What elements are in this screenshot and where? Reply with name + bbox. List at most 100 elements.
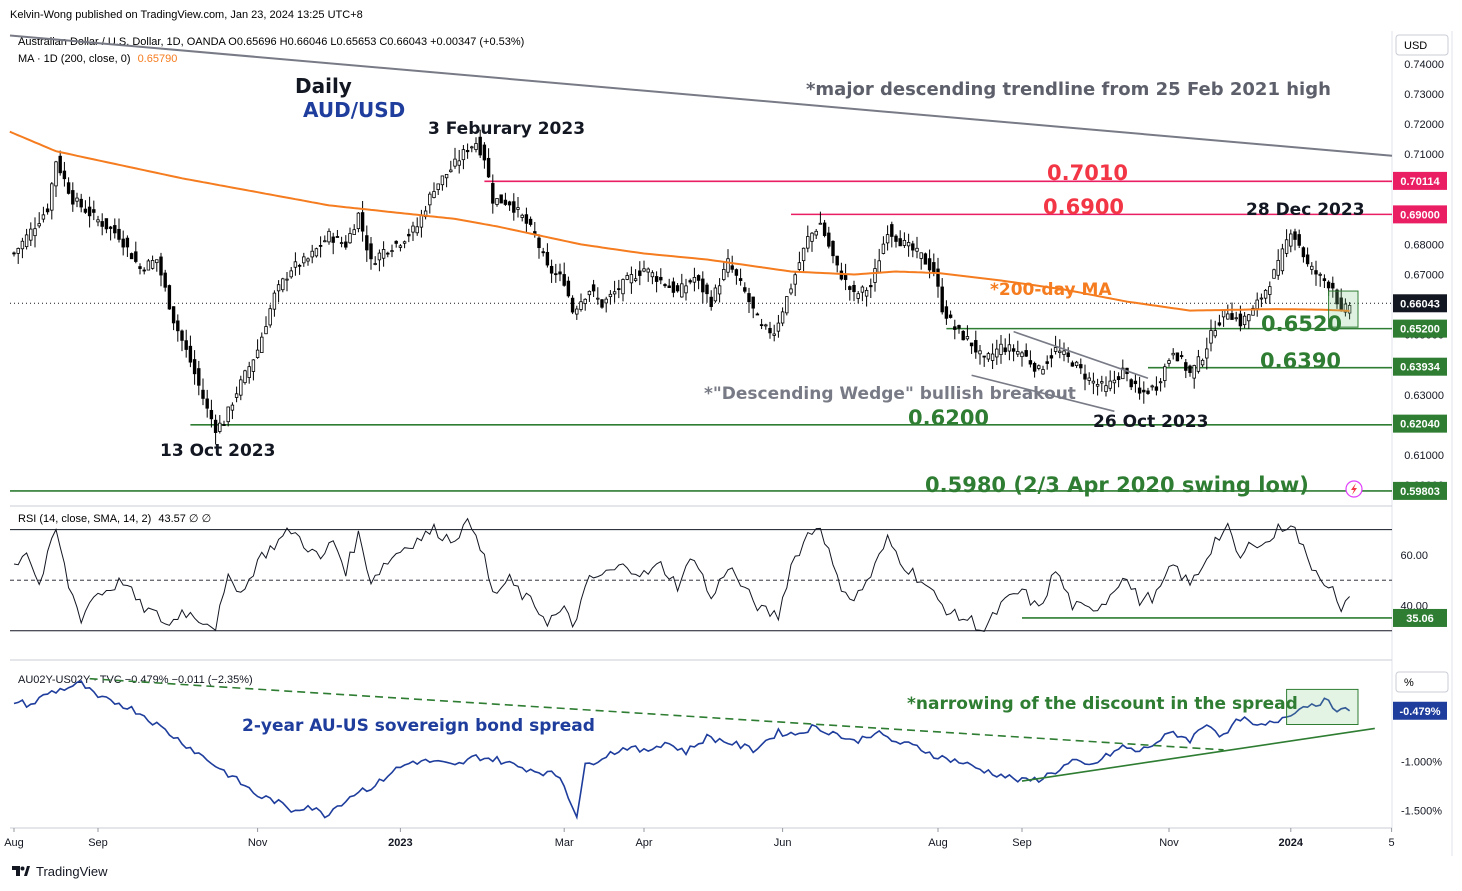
candle-body <box>1289 233 1293 247</box>
major-trendline <box>9 34 1393 157</box>
candle-body <box>915 247 919 252</box>
candle-body <box>1175 352 1180 362</box>
candle-body <box>440 175 445 186</box>
candle-body <box>885 234 890 244</box>
candle-body <box>373 263 377 265</box>
price-tick-label: 0.61000 <box>1404 450 1444 462</box>
candle-body <box>923 253 928 265</box>
candle-body <box>348 233 352 244</box>
candle-body <box>1305 254 1310 265</box>
candle-body <box>810 232 814 242</box>
alert-lightning-icon[interactable] <box>1345 480 1363 498</box>
candle-body <box>554 273 558 276</box>
candle-body <box>419 215 424 228</box>
time-tick-label: Nov <box>248 837 268 849</box>
candle-body <box>1053 347 1058 352</box>
candle-body <box>696 275 701 281</box>
candle-body <box>957 325 961 329</box>
candle-body <box>747 293 751 303</box>
candle-body <box>394 240 398 244</box>
spread-legend[interactable]: AU02Y-US02Y · TVC −0.479% −0.011 (−2.35%… <box>18 674 253 686</box>
candle-body <box>596 297 600 300</box>
level-label-0-5980: 0.5980 (2/3 Apr 2020 swing low) <box>925 473 1309 497</box>
candle-body <box>365 235 369 251</box>
candle-body <box>1276 259 1280 276</box>
candle-body <box>1196 356 1201 372</box>
candle-body <box>24 234 29 248</box>
candle-body <box>335 236 340 238</box>
candle-body <box>701 278 705 293</box>
candle-body <box>251 359 256 372</box>
candle-body <box>432 191 436 198</box>
footer-brand[interactable]: TradingView <box>12 864 108 879</box>
candle-body <box>234 393 239 398</box>
candle-body <box>1284 239 1289 254</box>
ma-legend[interactable]: MA · 1D (200, close, 0) 0.65790 <box>18 53 177 65</box>
plot-background <box>10 31 1392 828</box>
candle-body <box>470 146 474 149</box>
candle-body <box>1322 278 1327 282</box>
candle-body <box>184 340 188 350</box>
price-tick-label: 0.67000 <box>1404 270 1444 282</box>
candle-body <box>1301 247 1306 258</box>
candle-body <box>121 238 125 248</box>
candle-body <box>1062 350 1066 355</box>
candle-body <box>163 272 167 288</box>
candle-body <box>575 308 579 315</box>
candle-body <box>852 284 856 293</box>
candle-body <box>1171 352 1175 356</box>
candle-body <box>667 285 671 289</box>
candle-body <box>436 183 440 190</box>
candle-body <box>327 230 331 243</box>
candle-body <box>1335 289 1339 305</box>
candle-body <box>1205 348 1209 359</box>
candle-body <box>1045 361 1049 364</box>
rsi-legend[interactable]: RSI (14, close, SMA, 14, 2) 43.57 ∅ ∅ <box>18 513 211 525</box>
candle-body <box>608 293 613 298</box>
candle-body <box>738 278 743 281</box>
candle-body <box>62 170 67 180</box>
candle-body <box>1268 286 1272 295</box>
candle-body <box>1028 360 1033 365</box>
candle-body <box>323 240 327 243</box>
candle-body <box>352 229 356 235</box>
candle-body <box>302 256 306 264</box>
spread-line <box>13 680 1351 821</box>
candle-body <box>108 226 113 229</box>
percent-badge[interactable] <box>1395 671 1449 693</box>
time-tick-label: Mar <box>555 837 574 849</box>
candle-body <box>764 324 768 327</box>
symbol-line[interactable]: Australian Dollar / U.S. Dollar, 1D, OAN… <box>18 36 524 48</box>
candle-body <box>33 228 37 237</box>
candle-body <box>381 249 386 259</box>
ma-legend-label: MA · 1D (200, close, 0) <box>18 53 131 65</box>
annotation-3-feb-2023: 3 Feburary 2023 <box>428 119 585 139</box>
candle-body <box>961 330 965 341</box>
candle-body <box>45 208 50 213</box>
time-tick-label: Aug <box>4 837 24 849</box>
candle-body <box>726 258 730 273</box>
level-label-0-6390: 0.6390 <box>1260 349 1341 373</box>
currency-badge[interactable] <box>1395 34 1449 56</box>
candle-body <box>768 327 772 334</box>
candle-body <box>772 333 776 336</box>
rsi-legend-label: RSI (14, close, SMA, 14, 2) <box>18 513 151 525</box>
candle-body <box>491 183 495 204</box>
candle-body <box>331 236 335 243</box>
candle-body <box>386 252 390 255</box>
candle-body <box>1020 352 1024 358</box>
candle-body <box>1091 380 1096 384</box>
candle-body <box>478 136 482 156</box>
candle-body <box>1104 385 1108 392</box>
candle-body <box>1087 377 1091 381</box>
candle-body <box>1221 310 1226 318</box>
candle-body <box>1310 265 1314 270</box>
spread-tick-label: -1.000% <box>1401 757 1442 769</box>
candle-body <box>310 250 314 258</box>
percent-badge-label: % <box>1404 677 1414 689</box>
candle-body <box>663 284 667 287</box>
candle-body <box>1121 367 1125 380</box>
candle-body <box>1318 273 1322 276</box>
candle-body <box>818 222 823 225</box>
